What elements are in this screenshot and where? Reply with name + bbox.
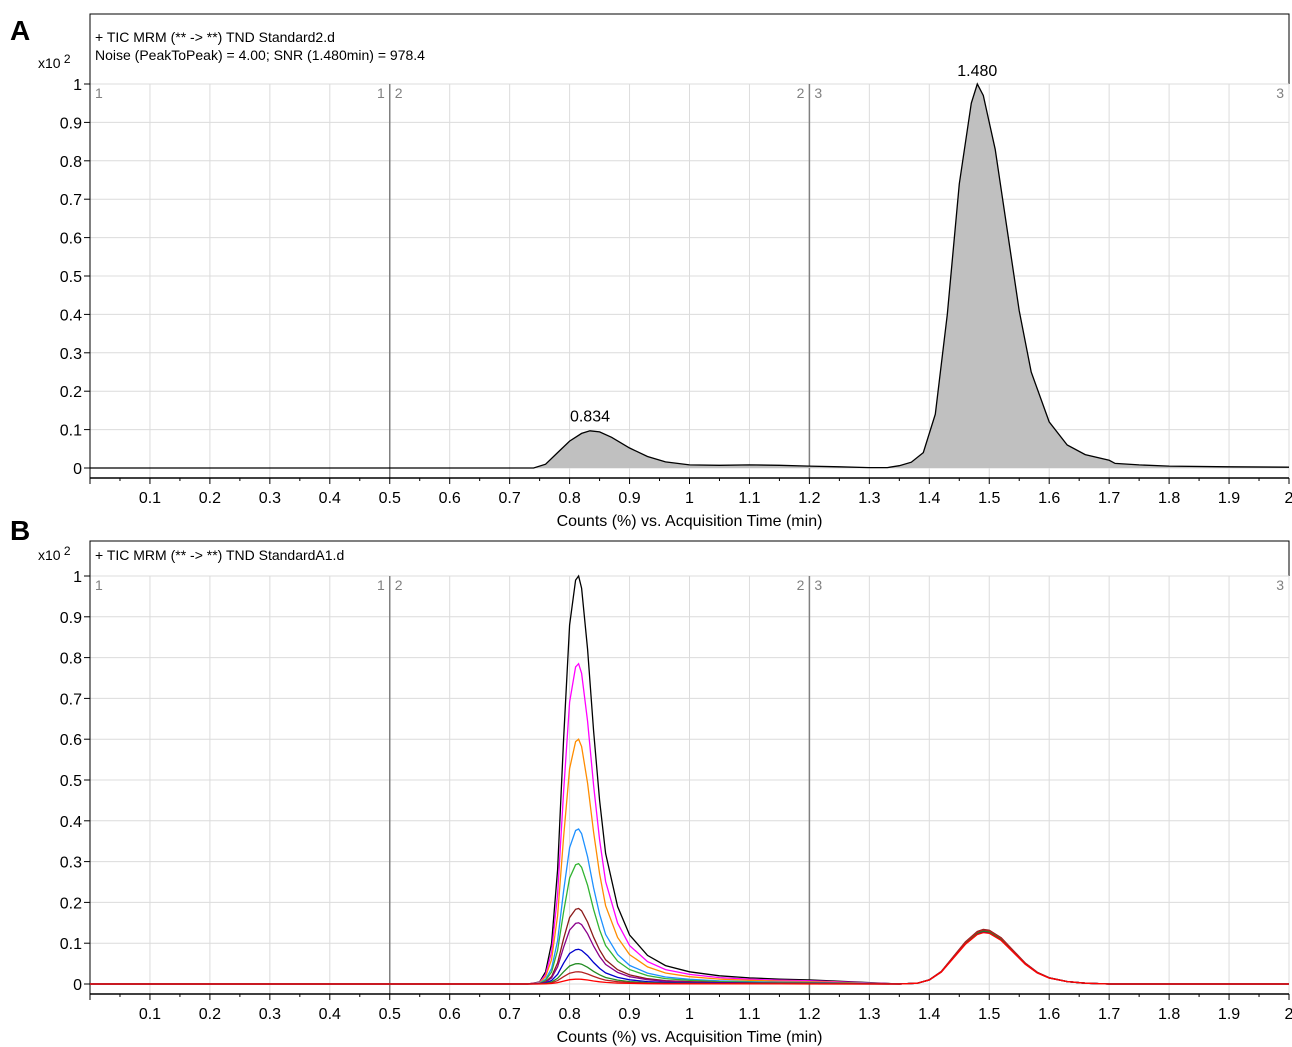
x-tick-label: 1.9 bbox=[1218, 490, 1240, 507]
y-tick-label: 0.1 bbox=[60, 423, 82, 440]
y-tick-label: 0.6 bbox=[60, 231, 82, 248]
y-tick-label: 0.9 bbox=[60, 610, 82, 627]
peak-annotation: 1.480 bbox=[957, 63, 997, 80]
x-tick-label: 1.1 bbox=[738, 1006, 760, 1023]
x-tick-label: 1.8 bbox=[1158, 490, 1180, 507]
x-tick-label: 1.5 bbox=[978, 1006, 1000, 1023]
y-multiplier-exponent: 2 bbox=[61, 52, 71, 66]
panel-label: B bbox=[10, 515, 30, 546]
x-axis-label: Counts (%) vs. Acquisition Time (min) bbox=[557, 513, 823, 530]
x-tick-label: 0.6 bbox=[439, 1006, 461, 1023]
x-tick-label: 1.3 bbox=[858, 1006, 880, 1023]
y-multiplier: x10 2 bbox=[38, 52, 71, 71]
x-tick-label: 2 bbox=[1285, 1006, 1292, 1023]
y-tick-label: 0.5 bbox=[60, 773, 82, 790]
x-tick-label: 0.7 bbox=[499, 490, 521, 507]
segment-marker: 1 bbox=[95, 577, 103, 593]
chart-subtitle: Noise (PeakToPeak) = 4.00; SNR (1.480min… bbox=[95, 47, 425, 63]
y-tick-label: 0.5 bbox=[60, 269, 82, 286]
x-tick-label: 1.2 bbox=[798, 490, 820, 507]
y-multiplier-base: x10 bbox=[38, 547, 61, 563]
segment-marker: 2 bbox=[797, 85, 805, 101]
segment-marker: 2 bbox=[797, 577, 805, 593]
y-tick-label: 0.1 bbox=[60, 936, 82, 953]
x-tick-label: 2 bbox=[1285, 490, 1292, 507]
y-tick-label: 0.2 bbox=[60, 384, 82, 401]
x-tick-label: 1.9 bbox=[1218, 1006, 1240, 1023]
grid bbox=[90, 83, 1290, 478]
x-tick-label: 1.3 bbox=[858, 490, 880, 507]
chart-title: + TIC MRM (** -> **) TND Standard2.d bbox=[95, 29, 335, 45]
x-tick-label: 1.6 bbox=[1038, 1006, 1060, 1023]
y-tick-label: 0.4 bbox=[60, 814, 82, 831]
y-tick-label: 0.7 bbox=[60, 192, 82, 209]
y-tick-label: 0.3 bbox=[60, 346, 82, 363]
x-axis-label: Counts (%) vs. Acquisition Time (min) bbox=[557, 1029, 823, 1046]
x-tick-label: 0.1 bbox=[139, 490, 161, 507]
y-tick-label: 0 bbox=[73, 977, 82, 994]
x-tick-label: 1.4 bbox=[918, 1006, 940, 1023]
segment-marker: 3 bbox=[814, 85, 822, 101]
x-tick-label: 1 bbox=[685, 490, 694, 507]
segment-marker: 1 bbox=[95, 85, 103, 101]
y-multiplier-exponent: 2 bbox=[61, 544, 71, 558]
y-tick-label: 0.3 bbox=[60, 855, 82, 872]
y-tick-label: 1 bbox=[73, 77, 82, 94]
x-tick-label: 1.1 bbox=[738, 490, 760, 507]
y-tick-label: 0 bbox=[73, 461, 82, 478]
x-tick-label: 1.5 bbox=[978, 490, 1000, 507]
x-tick-label: 0.7 bbox=[499, 1006, 521, 1023]
x-tick-label: 0.8 bbox=[558, 1006, 580, 1023]
y-tick-label: 0.8 bbox=[60, 154, 82, 171]
x-tick-label: 0.9 bbox=[618, 490, 640, 507]
segment-marker: 3 bbox=[1276, 577, 1284, 593]
x-tick-label: 0.4 bbox=[319, 1006, 341, 1023]
y-tick-label: 0.4 bbox=[60, 307, 82, 324]
x-tick-label: 0.8 bbox=[558, 490, 580, 507]
x-tick-label: 0.4 bbox=[319, 490, 341, 507]
x-tick-label: 1.2 bbox=[798, 1006, 820, 1023]
y-tick-label: 0.6 bbox=[60, 732, 82, 749]
segment-marker: 3 bbox=[1276, 85, 1284, 101]
x-tick-label: 0.6 bbox=[439, 490, 461, 507]
y-tick-label: 0.9 bbox=[60, 115, 82, 132]
y-tick-label: 1 bbox=[73, 569, 82, 586]
chart-panel-b: B1 1 2 2 3 3+ TIC MRM (** -> **) TND Standard… bbox=[10, 515, 1292, 1046]
segment-marker: 2 bbox=[395, 577, 403, 593]
y-multiplier-base: x10 bbox=[38, 55, 61, 71]
segment-marker: 2 bbox=[395, 85, 403, 101]
x-tick-label: 1.7 bbox=[1098, 1006, 1120, 1023]
x-tick-label: 0.5 bbox=[379, 1006, 401, 1023]
series-line-10 bbox=[90, 931, 1289, 985]
series-fill bbox=[90, 84, 1289, 468]
x-tick-label: 0.1 bbox=[139, 1006, 161, 1023]
y-tick-label: 0.7 bbox=[60, 691, 82, 708]
series-line bbox=[90, 82, 1290, 469]
x-tick-label: 1.4 bbox=[918, 490, 940, 507]
segment-marker: 1 bbox=[377, 85, 385, 101]
x-tick-label: 1.8 bbox=[1158, 1006, 1180, 1023]
peak-annotation: 0.834 bbox=[570, 409, 610, 426]
y-tick-label: 0.2 bbox=[60, 895, 82, 912]
grid bbox=[90, 575, 1290, 994]
y-multiplier: x10 2 bbox=[38, 544, 71, 563]
x-tick-label: 0.2 bbox=[199, 490, 221, 507]
segment-marker: 3 bbox=[814, 577, 822, 593]
x-tick-label: 1 bbox=[685, 1006, 694, 1023]
x-tick-label: 0.9 bbox=[618, 1006, 640, 1023]
x-tick-label: 0.2 bbox=[199, 1006, 221, 1023]
x-tick-label: 0.3 bbox=[259, 490, 281, 507]
x-tick-label: 0.3 bbox=[259, 1006, 281, 1023]
segment-marker: 1 bbox=[377, 577, 385, 593]
chart-title: + TIC MRM (** -> **) TND StandardA1.d bbox=[95, 547, 344, 563]
panel-label: A bbox=[10, 15, 30, 46]
chart-panel-a: A1 1 2 2 3 3+ TIC MRM (** -> **) TND Standard… bbox=[10, 13, 1292, 530]
x-tick-label: 1.6 bbox=[1038, 490, 1060, 507]
x-tick-label: 1.7 bbox=[1098, 490, 1120, 507]
x-tick-label: 0.5 bbox=[379, 490, 401, 507]
y-tick-label: 0.8 bbox=[60, 651, 82, 668]
